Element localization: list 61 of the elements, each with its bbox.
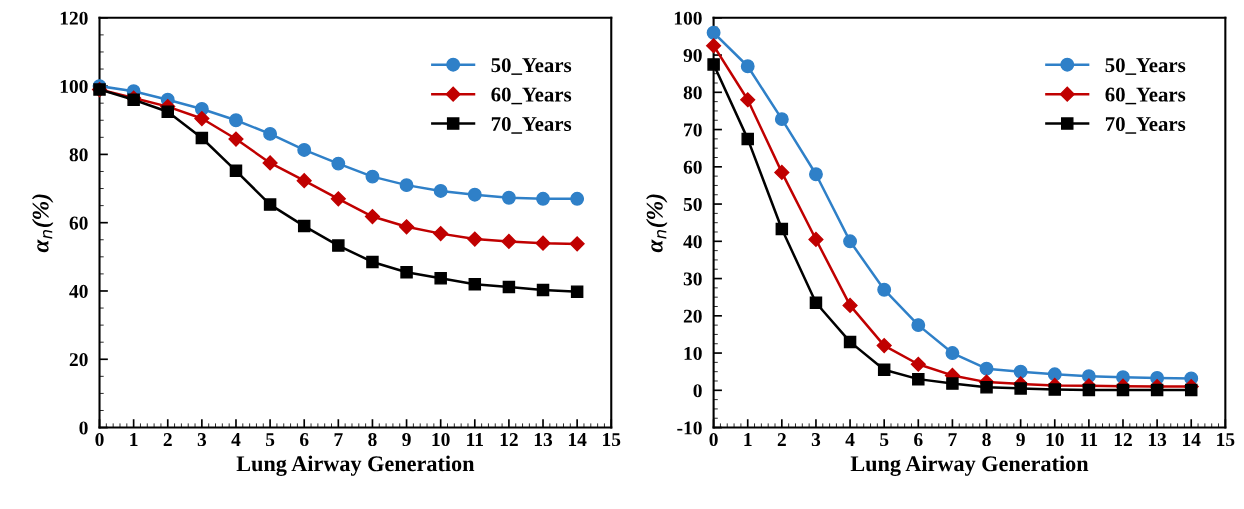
x-tick-label: 12 xyxy=(1114,433,1132,446)
legend-label: 60_Years xyxy=(491,87,572,105)
y-tick-label: 40 xyxy=(683,235,702,249)
y-tick-label: 80 xyxy=(69,148,88,162)
x-tick-label: 5 xyxy=(266,433,275,447)
x-tick-label: 1 xyxy=(744,433,752,446)
y-tick-label: 100 xyxy=(60,79,88,94)
y-tick-label: 20 xyxy=(683,309,702,323)
y-tick-label: 0 xyxy=(693,384,702,398)
y-tick-label: 80 xyxy=(683,86,702,100)
y-tick-label: -10 xyxy=(677,421,702,435)
x-tick-label: 0 xyxy=(709,432,718,447)
x-tick-label: 0 xyxy=(95,432,104,447)
legend-label: 50_Years xyxy=(1105,58,1186,75)
x-tick-label: 9 xyxy=(1016,433,1025,447)
x-tick-label: 3 xyxy=(811,433,821,447)
x-tick-label: 3 xyxy=(197,433,207,447)
legend-label: 70_Years xyxy=(1105,117,1186,134)
x-tick-label: 13 xyxy=(534,433,553,447)
x-tick-label: 6 xyxy=(914,433,923,447)
y-tick-label: 10 xyxy=(684,346,702,360)
y-axis-title: α$_{n}$(%) xyxy=(646,194,668,253)
y-tick-label: 120 xyxy=(60,11,88,25)
x-axis-title: Lung Airway Generation xyxy=(236,455,475,476)
x-tick-label: 4 xyxy=(231,433,241,446)
x-tick-label: 14 xyxy=(568,433,587,446)
x-tick-label: 2 xyxy=(777,433,786,446)
x-tick-label: 13 xyxy=(1148,433,1167,447)
y-tick-label: 30 xyxy=(683,272,702,286)
y-tick-label: 90 xyxy=(683,48,702,62)
x-tick-label: 11 xyxy=(467,433,483,446)
y-tick-label: 60 xyxy=(683,160,702,174)
y-tick-label: 60 xyxy=(69,216,88,230)
x-tick-label: 10 xyxy=(432,432,450,447)
x-tick-label: 8 xyxy=(982,432,991,447)
x-tick-label: 5 xyxy=(880,433,889,447)
y-tick-label: 0 xyxy=(79,421,88,435)
legend-label: 50_Years xyxy=(491,58,572,75)
x-tick-label: 12 xyxy=(500,433,518,446)
legend-label: 60_Years xyxy=(1105,87,1186,105)
x-tick-label: 10 xyxy=(1046,432,1064,447)
x-tick-label: 1 xyxy=(130,433,138,446)
x-tick-label: 7 xyxy=(948,433,957,446)
y-axis-title: α$_{n}$(%) xyxy=(31,194,54,253)
x-tick-label: 15 xyxy=(1217,433,1235,447)
y-tick-label: 50 xyxy=(683,197,702,211)
x-tick-label: 9 xyxy=(402,433,411,447)
x-tick-label: 15 xyxy=(603,433,621,447)
x-axis-title: Lung Airway Generation xyxy=(850,455,1089,476)
y-tick-label: 20 xyxy=(69,353,88,367)
x-tick-label: 7 xyxy=(334,433,343,446)
x-tick-label: 2 xyxy=(163,433,172,446)
y-tick-label: 70 xyxy=(684,123,702,137)
x-tick-label: 4 xyxy=(845,433,855,446)
x-tick-label: 14 xyxy=(1183,433,1201,446)
legend-label: 70_Years xyxy=(491,117,572,134)
x-tick-label: 11 xyxy=(1081,433,1098,446)
x-tick-label: 8 xyxy=(368,432,377,447)
y-tick-label: 40 xyxy=(69,284,88,298)
x-tick-label: 6 xyxy=(300,433,309,447)
y-tick-label: 100 xyxy=(674,11,702,25)
